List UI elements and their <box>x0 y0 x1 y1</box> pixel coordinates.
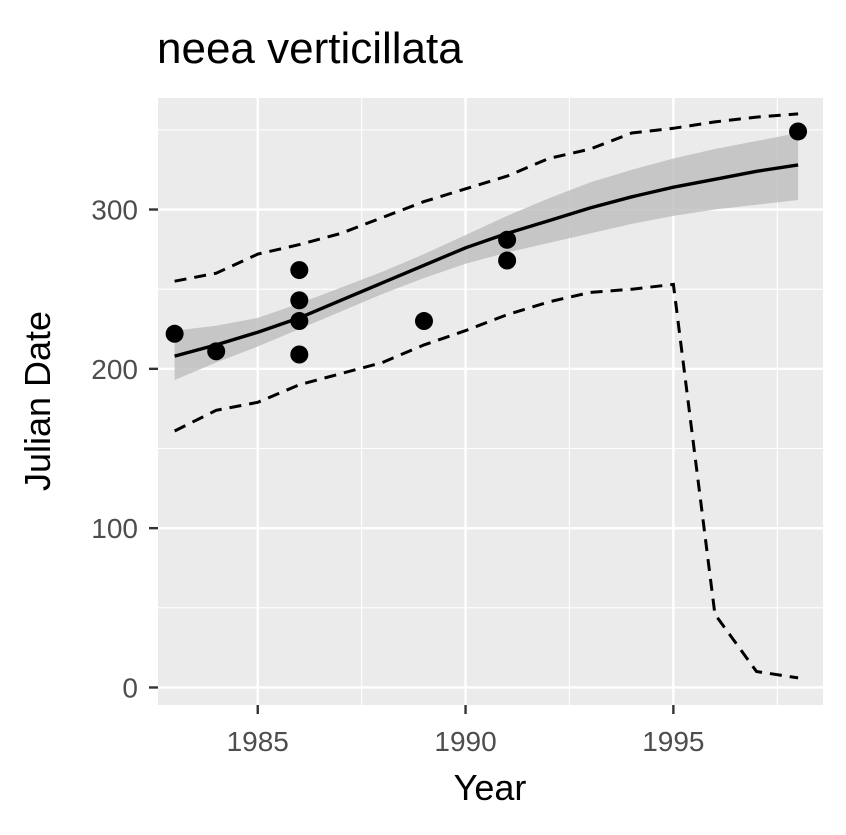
y-axis-title: Julian Date <box>17 311 58 491</box>
upper-bound-line <box>174 112 799 283</box>
data-point <box>290 261 309 280</box>
data-point <box>415 312 433 331</box>
data-point <box>498 230 517 249</box>
data-point <box>290 312 309 331</box>
fit-line-path <box>174 163 799 358</box>
data-point <box>165 324 184 343</box>
x-axis-title: Year <box>454 767 527 808</box>
x-axis: 1985 1990 1995 <box>227 705 705 757</box>
data-point <box>290 291 309 310</box>
lower-bound-line <box>173 282 799 680</box>
fit-line <box>174 163 799 358</box>
data-point <box>207 342 226 361</box>
y-tick-label: 200 <box>91 354 138 385</box>
y-tick-label: 100 <box>91 513 138 544</box>
y-tick-label: 300 <box>91 195 138 226</box>
y-axis: 0 100 200 300 <box>91 195 158 703</box>
y-tick-label: 0 <box>122 672 138 703</box>
x-tick-label: 1985 <box>227 726 289 757</box>
data-points <box>165 122 808 364</box>
chart-title: neea verticillata <box>157 24 463 73</box>
data-point <box>290 345 309 364</box>
x-tick-label: 1990 <box>434 726 496 757</box>
x-tick-label: 1995 <box>642 726 704 757</box>
data-point <box>498 251 517 270</box>
prediction-bounds <box>173 112 799 680</box>
data-point <box>789 122 808 141</box>
